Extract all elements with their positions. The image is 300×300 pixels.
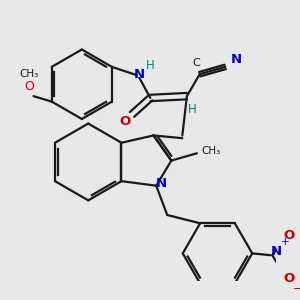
Text: O: O [24,80,34,94]
Text: H: H [188,103,197,116]
Text: O: O [283,229,294,242]
Text: O: O [283,272,294,286]
Text: N: N [156,177,167,190]
Text: N: N [231,53,242,66]
Text: N: N [134,68,145,81]
Text: +: + [281,237,290,248]
Text: −: − [293,282,300,295]
Text: C: C [192,58,200,68]
Text: N: N [270,245,282,258]
Text: H: H [146,58,155,71]
Text: CH₃: CH₃ [19,69,38,79]
Text: CH₃: CH₃ [201,146,220,156]
Text: O: O [119,115,130,128]
